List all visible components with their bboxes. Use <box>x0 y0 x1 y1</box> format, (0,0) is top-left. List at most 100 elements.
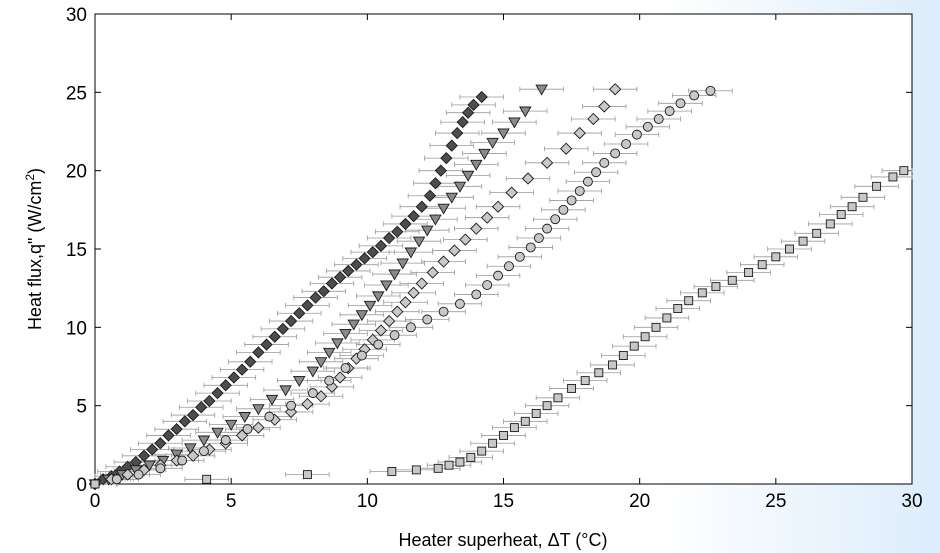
data-point <box>519 106 532 118</box>
data-point <box>574 186 585 196</box>
data-point <box>542 223 553 234</box>
data-point <box>888 172 898 182</box>
data-point <box>355 310 369 322</box>
y-axis-title-end: ) <box>25 168 45 174</box>
data-point <box>429 177 442 190</box>
data-point <box>186 408 200 422</box>
y-tick-label: 10 <box>66 318 87 339</box>
data-point <box>481 211 494 224</box>
data-point <box>471 289 482 300</box>
data-point <box>286 400 297 411</box>
data-point <box>317 285 330 298</box>
x-tick-label: 15 <box>493 491 514 512</box>
data-point <box>238 412 252 424</box>
data-point <box>847 202 857 212</box>
data-point <box>560 142 573 155</box>
data-point <box>268 330 281 343</box>
data-point <box>333 271 347 284</box>
data-point <box>580 376 590 386</box>
y-tick-label: 15 <box>66 240 87 261</box>
data-point <box>437 255 450 268</box>
data-point <box>391 225 404 238</box>
data-point <box>374 239 388 253</box>
data-point <box>705 85 716 96</box>
data-point <box>366 245 379 259</box>
data-point <box>521 172 535 185</box>
data-point <box>448 244 461 257</box>
data-point <box>235 363 249 376</box>
data-point <box>301 397 314 411</box>
data-point <box>399 296 412 309</box>
data-point <box>798 236 808 246</box>
data-point <box>244 355 257 368</box>
data-point <box>451 126 464 140</box>
data-point <box>591 167 602 178</box>
data-point <box>411 465 421 475</box>
data-point <box>520 416 530 426</box>
data-point <box>727 275 737 285</box>
data-point <box>121 468 134 481</box>
data-point <box>197 435 211 447</box>
data-point <box>306 366 320 378</box>
data-point <box>382 314 396 328</box>
data-point <box>426 266 439 279</box>
data-point <box>309 291 322 304</box>
data-point <box>509 423 519 433</box>
data-point <box>493 270 504 281</box>
data-point <box>252 404 265 416</box>
data-point <box>195 401 208 414</box>
data-point <box>664 106 675 117</box>
data-markers <box>88 83 909 491</box>
data-point <box>415 277 428 290</box>
data-point <box>594 368 604 378</box>
data-point <box>211 427 224 439</box>
data-point <box>242 424 253 435</box>
data-point <box>757 260 767 270</box>
data-point <box>836 210 846 219</box>
tick-labels: 0 5 10 15 20 25 30 0 5 10 15 20 25 30 <box>66 5 923 512</box>
data-point <box>420 225 434 237</box>
y-axis-title-superscript: 2 <box>23 174 37 181</box>
data-point <box>684 296 694 306</box>
data-point <box>550 214 561 225</box>
data-point <box>771 252 781 262</box>
y-tick-label: 30 <box>66 5 87 26</box>
data-point <box>322 347 336 359</box>
data-point <box>621 139 631 149</box>
data-point <box>640 332 650 342</box>
data-point <box>301 299 314 312</box>
data-point <box>90 479 100 489</box>
data-point <box>339 329 352 341</box>
data-point <box>488 438 498 448</box>
data-point <box>211 386 224 400</box>
data-point <box>478 148 491 160</box>
data-point <box>491 200 505 213</box>
data-point <box>184 443 197 455</box>
data-point <box>467 98 480 112</box>
data-point <box>302 470 312 480</box>
data-point <box>331 338 344 350</box>
data-point <box>279 385 292 397</box>
data-point <box>391 305 404 318</box>
data-point <box>445 139 458 152</box>
data-point <box>198 446 209 457</box>
data-point <box>505 186 518 199</box>
x-axis-title: Heater superheat, ΔT (°C) <box>399 530 608 550</box>
data-point <box>292 376 306 388</box>
data-point <box>697 288 707 298</box>
data-point <box>382 231 396 245</box>
data-point <box>293 307 306 320</box>
data-point <box>146 443 159 456</box>
data-point <box>407 286 420 300</box>
x-tick-label: 20 <box>629 491 650 512</box>
x-tick-label: 10 <box>357 491 378 512</box>
data-point <box>553 393 563 403</box>
data-point <box>653 114 664 124</box>
data-point <box>689 90 700 101</box>
data-point <box>186 449 200 462</box>
data-point <box>711 282 721 292</box>
data-point <box>514 251 525 262</box>
data-point <box>469 159 483 171</box>
data-point <box>177 455 188 466</box>
data-point <box>673 304 683 313</box>
